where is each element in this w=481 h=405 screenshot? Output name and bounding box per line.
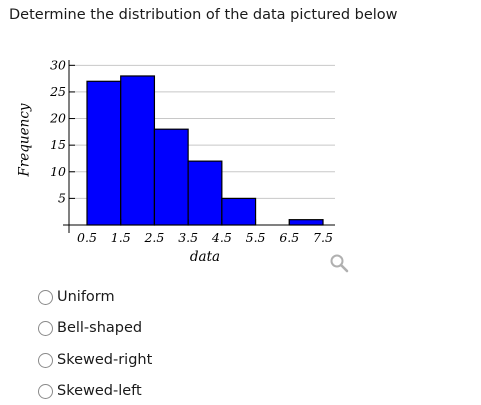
question-text: Determine the distribution of the data p… (9, 7, 398, 23)
x-tick-label: 2.5 (143, 230, 164, 245)
option-label: Uniform (57, 289, 115, 305)
histogram-bar (153, 128, 189, 226)
option-bell-shaped[interactable]: Bell-shaped (38, 318, 142, 338)
y-tick-label: 30 (50, 57, 66, 72)
option-label: Skewed-right (57, 352, 153, 368)
radio-button[interactable] (38, 383, 53, 399)
x-tick-label: 1.5 (111, 230, 131, 245)
radio-button[interactable] (38, 320, 53, 336)
option-skewed-left[interactable]: Skewed-left (38, 381, 142, 401)
y-tick-label: 25 (49, 84, 66, 99)
y-tick-label: 15 (50, 137, 66, 152)
y-tick-label: 20 (49, 111, 66, 126)
x-tick-label: 5.5 (246, 230, 266, 245)
option-uniform[interactable]: Uniform (38, 287, 115, 307)
y-tick-label: 5 (58, 190, 66, 205)
x-tick-label: 3.5 (178, 230, 198, 245)
magnifier-icon[interactable] (328, 252, 352, 274)
option-skewed-right[interactable]: Skewed-right (38, 350, 152, 370)
chart-bars (86, 75, 324, 226)
histogram-bar (86, 80, 122, 226)
histogram-bar (221, 197, 257, 226)
option-label: Skewed-left (57, 383, 142, 399)
histogram-bar (288, 219, 324, 226)
option-label: Bell-shaped (57, 320, 143, 336)
x-tick-label: 4.5 (211, 230, 232, 245)
y-axis-ticks: 5 10 15 20 25 30 (49, 57, 75, 205)
radio-button[interactable] (38, 352, 53, 368)
x-tick-label: 6.5 (279, 230, 299, 245)
histogram-bar (120, 75, 156, 226)
histogram-chart: 5 10 15 20 25 30 0.5 1.5 2.5 3.5 4.5 5.5 6.5 7.5 dat… (17, 57, 335, 265)
histogram-bar (187, 160, 223, 226)
x-tick-label: 7.5 (313, 230, 333, 245)
radio-button[interactable] (38, 289, 53, 305)
y-tick-label: 10 (50, 164, 66, 179)
y-axis-label: Frequency (17, 103, 33, 177)
x-axis-ticks: 0.5 1.5 2.5 3.5 4.5 5.5 6.5 7.5 (77, 219, 333, 245)
x-axis-label: data (190, 249, 220, 265)
x-tick-label: 0.5 (77, 230, 97, 245)
